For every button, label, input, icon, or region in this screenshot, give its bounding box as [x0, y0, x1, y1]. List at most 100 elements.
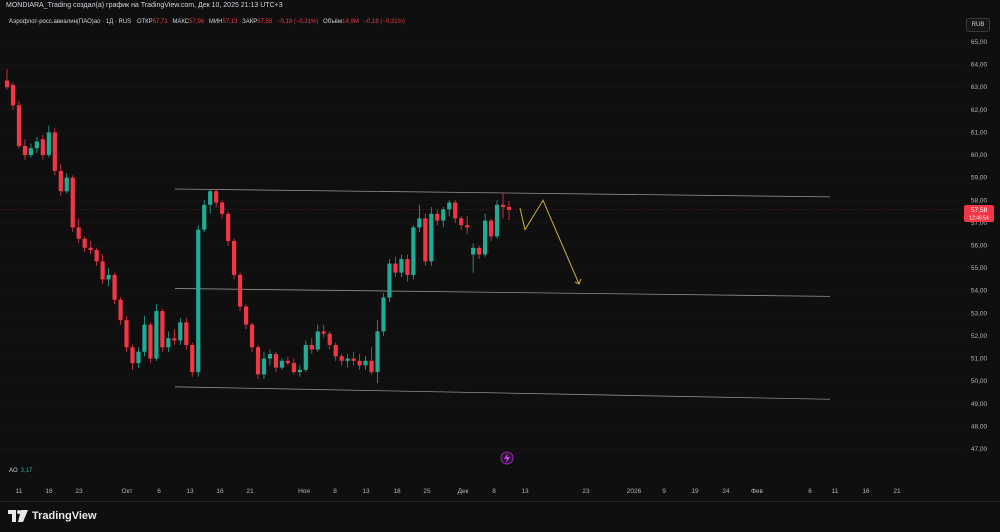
candle-body — [471, 247, 476, 255]
candle — [22, 139, 28, 160]
y-tick-label: 62,00 — [971, 107, 988, 114]
candle — [387, 259, 392, 303]
candle-body — [220, 202, 225, 214]
x-tick-label: 6 — [808, 488, 812, 495]
candle — [477, 245, 482, 260]
candle-body — [429, 213, 434, 262]
candle — [118, 297, 123, 325]
last-price-countdown: 12:46:54 — [969, 216, 989, 222]
candle-body — [447, 202, 452, 210]
symbol-title[interactable]: Аэрофлот-росс.авиалин(ПАО)ао · 1Д · RUS — [9, 19, 132, 25]
candle-body — [208, 191, 213, 205]
candle — [297, 365, 302, 377]
candle — [333, 342, 338, 361]
candle-body — [285, 360, 290, 364]
y-tick-label: 58,00 — [971, 197, 988, 204]
candle-body — [494, 204, 500, 237]
candle — [237, 272, 243, 312]
y-tick-label: 55,00 — [971, 265, 988, 272]
candle-body — [100, 261, 105, 280]
candlestick-chart[interactable]: 65,00 64,00 63,00 62,00 61,00 60,00 59,00 58,00… — [0, 0, 1000, 501]
x-tick-label: 23 — [75, 488, 83, 495]
candle — [148, 322, 153, 364]
flash-icon[interactable] — [500, 451, 514, 465]
last-price-tag — [964, 205, 994, 222]
candle — [76, 218, 81, 244]
candle-body — [477, 247, 482, 255]
y-tick-label: 51,00 — [971, 356, 988, 363]
x-tick-label: 23 — [582, 488, 590, 495]
indicator-legend[interactable]: AO 3,17 — [9, 468, 32, 474]
candle — [285, 356, 290, 366]
x-tick-label: 19 — [691, 488, 699, 495]
candle-body — [94, 250, 99, 262]
candle-body — [255, 347, 261, 375]
candle-body — [459, 218, 464, 226]
candle — [46, 125, 51, 158]
candle-body — [506, 206, 512, 210]
candle-body — [82, 238, 87, 248]
candle — [447, 200, 452, 217]
candle-body — [10, 84, 16, 106]
x-tick-label: 21 — [246, 488, 254, 495]
candle-body — [172, 338, 177, 341]
y-tick-label: 47,00 — [971, 446, 988, 453]
change-value: −0,18 (−0,31%) — [276, 19, 319, 25]
candle-body — [154, 311, 159, 359]
currency-button[interactable]: RUB — [966, 18, 990, 32]
candle-body — [40, 139, 45, 156]
candle-body — [399, 259, 404, 273]
candle — [429, 207, 434, 266]
candle-body — [34, 141, 39, 149]
candle — [309, 338, 314, 355]
candle — [315, 324, 320, 352]
candle-body — [339, 356, 344, 361]
candle-body — [279, 360, 285, 368]
open-value: 57,71 — [152, 19, 168, 25]
y-tick-label: 65,00 — [971, 39, 988, 46]
candle — [291, 358, 296, 375]
candle-body — [52, 132, 57, 171]
candle-body — [375, 331, 380, 373]
candle — [375, 320, 380, 384]
candle-body — [178, 322, 183, 341]
candle — [196, 225, 201, 377]
low-label: МИН — [208, 19, 223, 25]
candle-body — [118, 299, 123, 321]
candle — [279, 358, 285, 370]
candle-body — [261, 358, 267, 375]
candle-body — [488, 220, 494, 237]
candle-body — [417, 218, 422, 228]
candle-body — [482, 220, 488, 255]
brand-logo[interactable]: TradingView — [8, 508, 97, 524]
candle-body — [297, 369, 302, 373]
candle-body — [166, 338, 171, 348]
y-tick-label: 61,00 — [971, 129, 988, 136]
candle-body — [393, 263, 398, 273]
candle — [88, 240, 93, 255]
high-label: МАКС — [172, 19, 190, 25]
x-tick-label: 11 — [16, 488, 23, 495]
candle — [255, 344, 261, 379]
open-label: ОТКР — [136, 19, 153, 25]
y-tick-label: 52,00 — [971, 333, 988, 340]
candle — [321, 324, 326, 339]
x-tick-label: 16 — [216, 488, 224, 495]
candle-body — [148, 324, 153, 359]
legend: Аэрофлот-росс.авиалин(ПАО)ао · 1Д · RUS … — [9, 17, 408, 27]
candle-body — [315, 331, 320, 350]
projection-arrow-head — [574, 278, 582, 285]
candle-body — [237, 274, 243, 307]
candle-body — [345, 358, 350, 361]
candle-body — [321, 331, 326, 334]
indicator-name: AO — [9, 468, 18, 474]
candle — [52, 127, 57, 176]
candle — [435, 209, 440, 226]
candle — [172, 329, 177, 345]
x-tick-label: Окт — [122, 488, 133, 495]
x-axis: 11 16 23 Окт 6 13 16 21 Ноя 8 13 18 25 Дек 8 13 23 2026 9 1… — [16, 488, 901, 495]
y-tick-label: 48,00 — [971, 423, 988, 430]
y-tick-label: 60,00 — [971, 152, 988, 159]
candle — [136, 347, 141, 368]
candle — [453, 200, 458, 223]
